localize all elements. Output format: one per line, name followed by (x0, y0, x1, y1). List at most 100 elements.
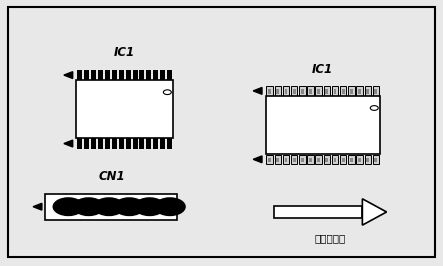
Circle shape (134, 197, 166, 216)
Bar (291, 86, 297, 95)
Bar (105, 138, 110, 149)
Bar (301, 158, 304, 162)
Bar (160, 70, 165, 80)
Bar (276, 89, 279, 94)
Bar (301, 89, 304, 94)
Text: IC1: IC1 (114, 46, 135, 59)
Text: 过波峰方向: 过波峰方向 (315, 233, 346, 243)
Bar (98, 138, 103, 149)
Bar (283, 155, 289, 164)
Polygon shape (33, 203, 42, 210)
Bar (274, 206, 362, 218)
Bar (146, 70, 152, 80)
Bar (340, 155, 346, 164)
Bar (340, 86, 346, 95)
Bar (317, 89, 320, 94)
Bar (283, 86, 289, 95)
Bar (84, 70, 89, 80)
Polygon shape (253, 156, 262, 163)
Bar (326, 158, 328, 162)
Circle shape (154, 197, 186, 216)
Bar (284, 89, 288, 94)
Bar (342, 89, 345, 94)
Bar (275, 155, 281, 164)
Bar (365, 86, 371, 95)
Bar (348, 86, 354, 95)
Bar (140, 138, 144, 149)
Bar (299, 86, 306, 95)
Bar (315, 86, 322, 95)
Polygon shape (362, 199, 387, 225)
Bar (132, 138, 137, 149)
Bar (307, 86, 314, 95)
Bar (266, 155, 273, 164)
Bar (374, 158, 377, 162)
Text: IC1: IC1 (312, 63, 333, 76)
Bar (132, 70, 137, 80)
Bar (293, 158, 295, 162)
Bar (309, 89, 312, 94)
Bar (126, 70, 131, 80)
Bar (326, 89, 328, 94)
Bar (358, 89, 361, 94)
Circle shape (73, 197, 105, 216)
Bar (350, 158, 353, 162)
Bar (119, 70, 124, 80)
Bar (299, 155, 306, 164)
Bar (160, 138, 165, 149)
Polygon shape (253, 88, 262, 94)
Bar (366, 89, 369, 94)
Bar (373, 155, 379, 164)
Polygon shape (64, 72, 73, 78)
Bar (317, 158, 320, 162)
Bar (365, 155, 371, 164)
Bar (266, 86, 273, 95)
Circle shape (370, 106, 378, 110)
Bar (76, 80, 173, 138)
Bar (98, 70, 103, 80)
Bar (358, 158, 361, 162)
Bar (46, 194, 178, 220)
Bar (332, 155, 338, 164)
Bar (275, 86, 281, 95)
Bar (324, 86, 330, 95)
Polygon shape (64, 140, 73, 147)
Bar (268, 158, 271, 162)
Bar (77, 70, 82, 80)
Bar (91, 138, 96, 149)
Bar (307, 155, 314, 164)
Bar (276, 158, 279, 162)
Bar (105, 70, 110, 80)
Bar (126, 138, 131, 149)
Bar (356, 155, 363, 164)
Circle shape (93, 197, 125, 216)
Bar (153, 138, 158, 149)
Bar (315, 155, 322, 164)
Bar (309, 158, 312, 162)
Bar (334, 89, 336, 94)
Bar (324, 155, 330, 164)
Bar (342, 158, 345, 162)
Bar (291, 155, 297, 164)
Bar (146, 138, 152, 149)
Circle shape (163, 90, 171, 95)
Bar (334, 158, 336, 162)
Bar (374, 89, 377, 94)
Bar (284, 158, 288, 162)
Bar (366, 158, 369, 162)
Bar (112, 70, 117, 80)
Bar (167, 138, 172, 149)
Bar (91, 70, 96, 80)
Bar (265, 96, 380, 154)
Bar (112, 138, 117, 149)
Bar (119, 138, 124, 149)
Text: CN1: CN1 (98, 170, 125, 183)
Bar (153, 70, 158, 80)
Bar (293, 89, 295, 94)
Bar (373, 86, 379, 95)
Bar (77, 138, 82, 149)
Circle shape (113, 197, 145, 216)
Bar (167, 70, 172, 80)
Bar (356, 86, 363, 95)
Bar (268, 89, 271, 94)
